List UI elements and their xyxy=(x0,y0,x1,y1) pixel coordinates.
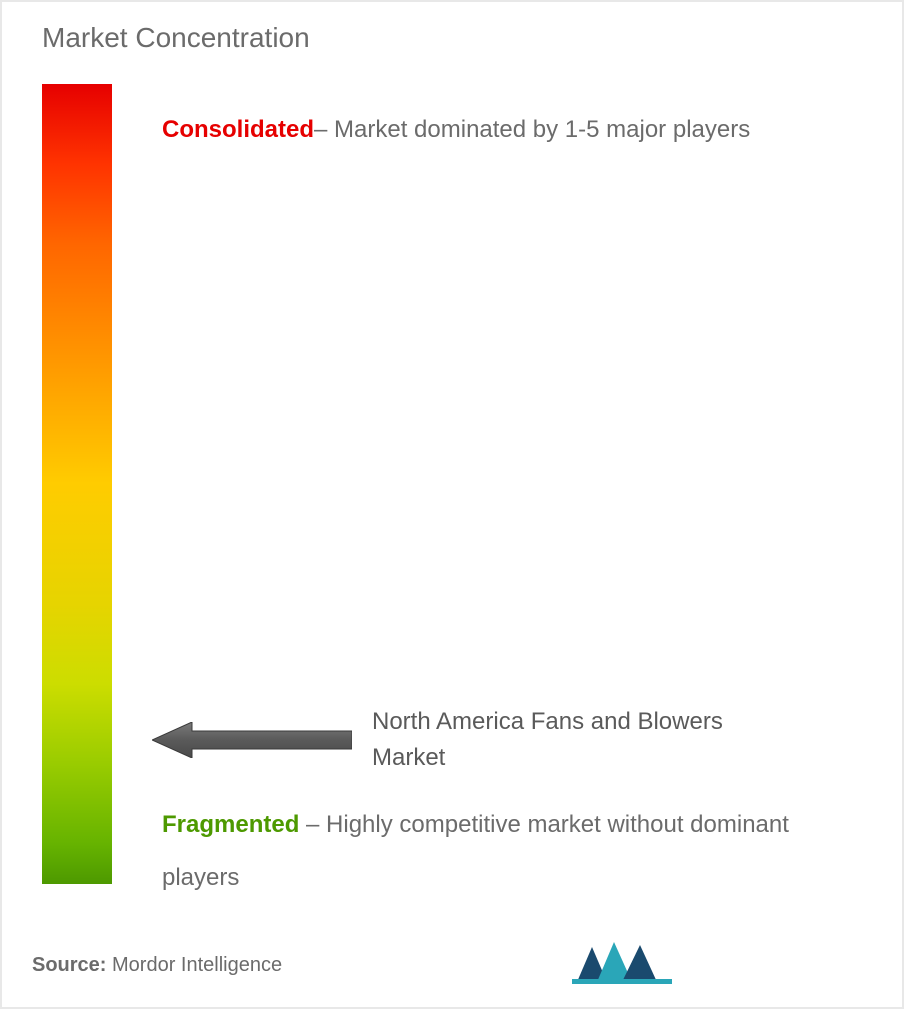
consolidated-description: – Market dominated by 1-5 major players xyxy=(314,116,750,143)
arrow-left-icon xyxy=(152,722,352,758)
market-indicator: North America Fans and Blowers Market xyxy=(152,704,792,776)
consolidated-label: Consolidated– Market dominated by 1-5 ma… xyxy=(162,104,862,157)
concentration-gradient-scale xyxy=(42,84,112,884)
market-name-label: North America Fans and Blowers Market xyxy=(372,704,792,776)
labels-area: Consolidated– Market dominated by 1-5 ma… xyxy=(142,84,872,914)
page-title: Market Concentration xyxy=(42,22,872,54)
fragmented-highlight: Fragmented xyxy=(162,811,299,838)
source-attribution: Source: Mordor Intelligence xyxy=(32,954,282,977)
fragmented-label: Fragmented – Highly competitive market w… xyxy=(162,799,862,905)
mordor-logo-icon xyxy=(572,937,672,987)
content-area: Consolidated– Market dominated by 1-5 ma… xyxy=(32,84,872,914)
source-label: Source: xyxy=(32,954,106,976)
source-value: Mordor Intelligence xyxy=(106,954,282,976)
infographic-container: Market Concentration Consolidated– Marke… xyxy=(0,0,904,1009)
consolidated-highlight: Consolidated xyxy=(162,116,314,143)
